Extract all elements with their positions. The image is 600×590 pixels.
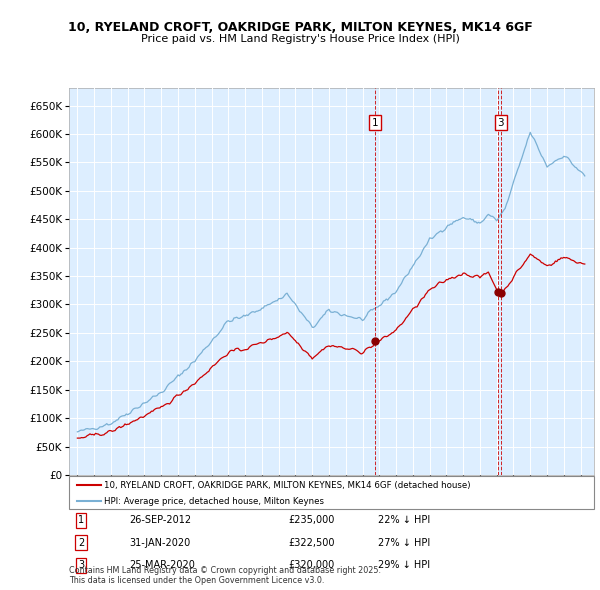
Text: 10, RYELAND CROFT, OAKRIDGE PARK, MILTON KEYNES, MK14 6GF: 10, RYELAND CROFT, OAKRIDGE PARK, MILTON… xyxy=(68,21,532,34)
Text: Price paid vs. HM Land Registry's House Price Index (HPI): Price paid vs. HM Land Registry's House … xyxy=(140,34,460,44)
Text: 22% ↓ HPI: 22% ↓ HPI xyxy=(378,516,430,525)
Text: 27% ↓ HPI: 27% ↓ HPI xyxy=(378,538,430,548)
Text: 1: 1 xyxy=(372,117,379,127)
Text: 26-SEP-2012: 26-SEP-2012 xyxy=(129,516,191,525)
Text: 29% ↓ HPI: 29% ↓ HPI xyxy=(378,560,430,570)
Text: 3: 3 xyxy=(497,117,504,127)
Text: 10, RYELAND CROFT, OAKRIDGE PARK, MILTON KEYNES, MK14 6GF (detached house): 10, RYELAND CROFT, OAKRIDGE PARK, MILTON… xyxy=(104,481,470,490)
Text: Contains HM Land Registry data © Crown copyright and database right 2025.
This d: Contains HM Land Registry data © Crown c… xyxy=(69,566,381,585)
Text: 25-MAR-2020: 25-MAR-2020 xyxy=(129,560,195,570)
Text: £235,000: £235,000 xyxy=(288,516,334,525)
Text: £320,000: £320,000 xyxy=(288,560,334,570)
Text: 1: 1 xyxy=(78,516,84,525)
Text: 2: 2 xyxy=(78,538,84,548)
Text: HPI: Average price, detached house, Milton Keynes: HPI: Average price, detached house, Milt… xyxy=(104,497,324,506)
Text: 3: 3 xyxy=(78,560,84,570)
Text: 31-JAN-2020: 31-JAN-2020 xyxy=(129,538,190,548)
Text: £322,500: £322,500 xyxy=(288,538,335,548)
